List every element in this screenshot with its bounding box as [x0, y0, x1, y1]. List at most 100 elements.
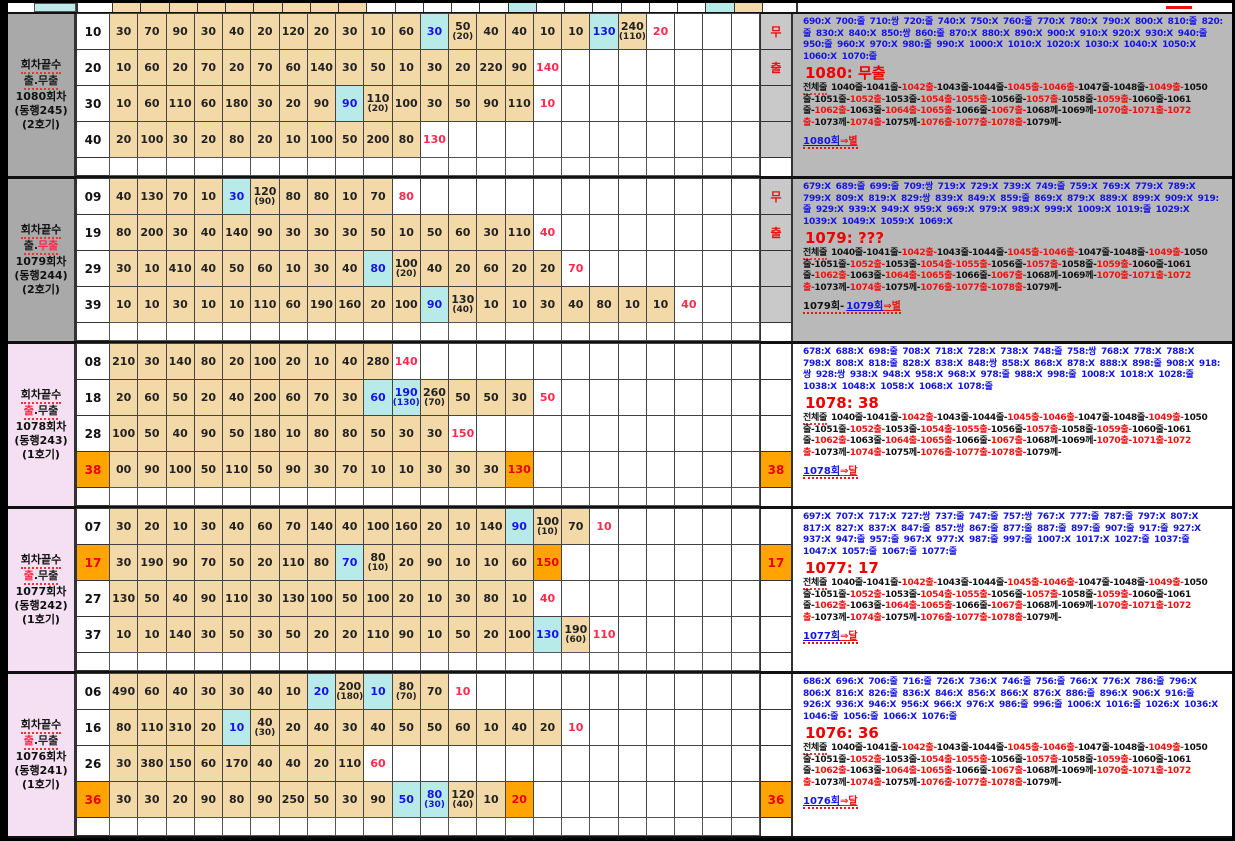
grid-cell[interactable]: 10: [109, 85, 139, 122]
grid-cell-empty[interactable]: [504, 178, 534, 215]
round-link[interactable]: 1080회: [803, 136, 841, 147]
grid-cell[interactable]: 10: [109, 286, 139, 323]
grid-cell[interactable]: 40: [335, 343, 365, 380]
grid-cell[interactable]: 10: [165, 508, 195, 545]
grid-cell[interactable]: 140: [306, 508, 337, 545]
grid-cell-empty[interactable]: [532, 451, 563, 488]
grid-cell[interactable]: 80: [222, 781, 252, 818]
grid-cell[interactable]: 90: [193, 415, 224, 452]
grid-cell[interactable]: 70: [278, 508, 308, 545]
grid-cell[interactable]: 80: [306, 544, 337, 581]
grid-cell-empty[interactable]: [419, 343, 450, 380]
grid-cell[interactable]: 30: [419, 49, 450, 86]
grid-cell[interactable]: 90: [419, 544, 450, 581]
grid-cell-empty[interactable]: [702, 781, 732, 818]
grid-cell[interactable]: 40: [306, 709, 337, 746]
answer-cell[interactable]: [761, 122, 791, 158]
grid-cell[interactable]: 10: [504, 580, 534, 617]
grid-cell[interactable]: 50: [391, 709, 421, 746]
grid-cell-empty[interactable]: [674, 250, 704, 287]
grid-cell[interactable]: 20: [250, 544, 280, 581]
grid-cell[interactable]: 110: [165, 85, 195, 122]
grid-cell-empty[interactable]: [617, 451, 647, 488]
grid-cell[interactable]: 20: [532, 709, 563, 746]
grid-cell-empty[interactable]: [645, 178, 676, 215]
row-number-cell[interactable]: 09: [76, 178, 110, 215]
grid-cell[interactable]: 30: [109, 250, 139, 287]
grid-cell[interactable]: 20: [504, 781, 534, 818]
grid-cell-empty[interactable]: [448, 343, 478, 380]
grid-cell[interactable]: 70: [363, 178, 393, 215]
grid-cell[interactable]: 10: [448, 673, 478, 710]
grid-cell[interactable]: 40: [193, 214, 224, 251]
grid-cell-empty[interactable]: [645, 616, 676, 653]
grid-cell[interactable]: 30: [306, 214, 337, 251]
grid-cell-empty[interactable]: [645, 544, 676, 581]
grid-cell[interactable]: 130: [504, 451, 534, 488]
grid-cell[interactable]: 240 (110): [617, 13, 647, 50]
row-number-cell[interactable]: 36: [76, 781, 110, 818]
grid-cell[interactable]: 80 (10): [363, 544, 393, 581]
grid-cell[interactable]: 10: [109, 49, 139, 86]
grid-cell[interactable]: 30: [250, 85, 280, 122]
answer-cell[interactable]: [761, 581, 791, 617]
grid-cell-empty[interactable]: [617, 214, 647, 251]
row-number-cell[interactable]: 37: [76, 616, 110, 653]
grid-cell[interactable]: 110: [504, 214, 534, 251]
grid-cell[interactable]: 80 (70): [391, 673, 421, 710]
grid-cell[interactable]: 100: [391, 85, 421, 122]
grid-cell[interactable]: 30: [504, 379, 534, 416]
grid-cell-empty[interactable]: [589, 343, 619, 380]
grid-cell[interactable]: 40: [532, 214, 563, 251]
grid-cell-empty[interactable]: [645, 508, 676, 545]
grid-cell-empty[interactable]: [617, 85, 647, 122]
grid-cell[interactable]: 180: [222, 85, 252, 122]
grid-cell[interactable]: 20: [137, 508, 167, 545]
grid-cell[interactable]: 90: [250, 214, 280, 251]
grid-cell-empty[interactable]: [730, 415, 760, 452]
grid-cell[interactable]: 30: [222, 178, 252, 215]
grid-cell-empty[interactable]: [617, 580, 647, 617]
grid-cell-empty[interactable]: [702, 13, 732, 50]
round-link[interactable]: 1079회: [846, 301, 884, 312]
grid-cell[interactable]: 10: [561, 709, 591, 746]
grid-cell[interactable]: 60: [137, 85, 167, 122]
grid-cell[interactable]: 30: [165, 286, 195, 323]
grid-cell-empty[interactable]: [476, 415, 506, 452]
grid-cell[interactable]: 100: [165, 451, 195, 488]
grid-cell[interactable]: 20: [419, 508, 450, 545]
grid-cell-empty[interactable]: [702, 379, 732, 416]
grid-cell-empty[interactable]: [674, 85, 704, 122]
answer-cell[interactable]: [761, 674, 791, 710]
grid-cell[interactable]: 20: [645, 13, 676, 50]
grid-cell[interactable]: 40: [109, 178, 139, 215]
row-number-cell[interactable]: 40: [76, 121, 110, 158]
grid-cell-empty[interactable]: [674, 745, 704, 782]
grid-cell[interactable]: 40: [335, 250, 365, 287]
grid-cell[interactable]: 10: [617, 286, 647, 323]
grid-cell[interactable]: 110: [278, 544, 308, 581]
grid-cell-empty[interactable]: [674, 13, 704, 50]
grid-cell[interactable]: 30: [250, 580, 280, 617]
row-number-cell[interactable]: 06: [76, 673, 110, 710]
grid-cell[interactable]: 130: [278, 580, 308, 617]
grid-cell[interactable]: 50: [222, 415, 252, 452]
grid-cell-empty[interactable]: [730, 616, 760, 653]
grid-cell[interactable]: 130: [532, 616, 563, 653]
grid-cell-empty[interactable]: [589, 121, 619, 158]
answer-cell[interactable]: [761, 746, 791, 782]
grid-cell-empty[interactable]: [702, 121, 732, 158]
grid-cell[interactable]: 60: [193, 85, 224, 122]
row-number-cell[interactable]: 29: [76, 250, 110, 287]
grid-cell[interactable]: 50: [363, 49, 393, 86]
grid-cell[interactable]: 40: [278, 745, 308, 782]
grid-cell[interactable]: 20: [532, 250, 563, 287]
grid-cell[interactable]: 30: [306, 451, 337, 488]
grid-cell-empty[interactable]: [730, 781, 760, 818]
grid-cell-empty[interactable]: [589, 544, 619, 581]
grid-cell-empty[interactable]: [674, 673, 704, 710]
grid-cell[interactable]: 50: [476, 379, 506, 416]
grid-cell[interactable]: 100: [504, 616, 534, 653]
grid-cell[interactable]: 80: [193, 343, 224, 380]
grid-cell[interactable]: 20: [278, 343, 308, 380]
